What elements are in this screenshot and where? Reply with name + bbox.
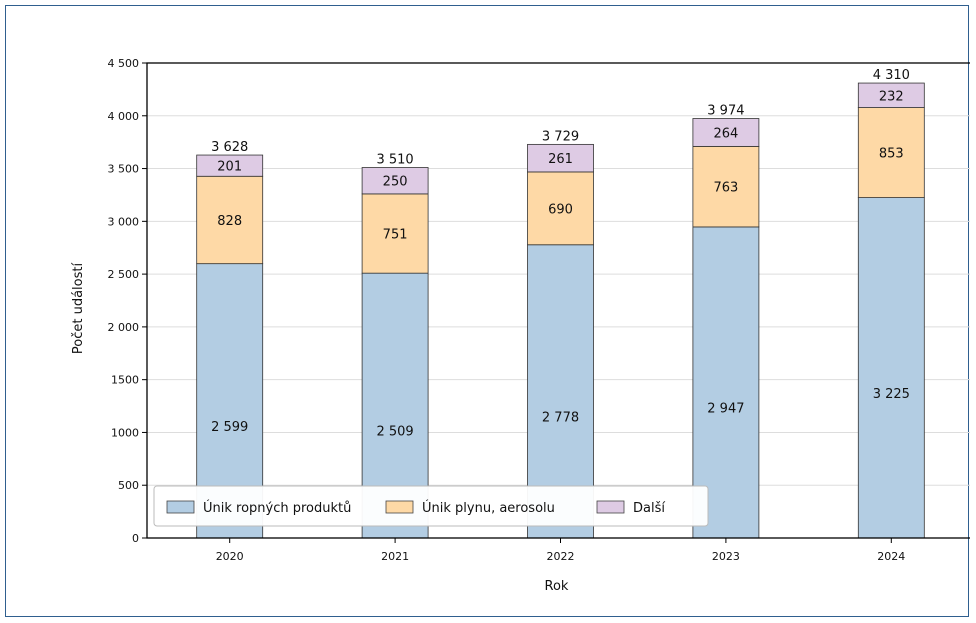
x-tick-label: 2022 [547, 550, 575, 563]
legend-swatch [385, 500, 414, 514]
y-tick-label: 4 000 [108, 110, 140, 123]
data-label: 201 [217, 160, 242, 175]
total-label: 3 974 [707, 104, 744, 119]
data-label: 2 599 [211, 420, 248, 435]
plot-border [146, 62, 970, 539]
data-label: 751 [383, 228, 408, 243]
legend-label: Další [633, 501, 665, 516]
y-tick-label: 2 500 [108, 268, 140, 281]
y-tick-label: 2 000 [108, 321, 140, 334]
data-label: 264 [713, 126, 738, 141]
stacked-bar-chart: 0 500 1000 1500 2 000 2 500 3 000 3 500 4 000 4 5… [71, 57, 970, 594]
y-tick-label: 3 500 [108, 163, 140, 176]
y-tick-label: 1000 [111, 426, 139, 439]
data-label: 690 [548, 202, 573, 217]
bar-segment [196, 154, 264, 177]
data-label: 763 [713, 181, 738, 196]
data-label: 828 [217, 214, 242, 229]
legend-label: Únik ropných produktů [203, 500, 351, 516]
total-label: 3 729 [542, 129, 579, 144]
y-tick-label: 500 [118, 479, 139, 492]
total-label: 3 628 [211, 140, 248, 155]
legend-box [153, 485, 709, 527]
x-tick-label: 2021 [381, 550, 409, 563]
bar-segment [361, 193, 429, 274]
y-tick-label: 0 [132, 532, 139, 545]
x-axis-title: Rok [545, 579, 569, 594]
bar-segment [857, 197, 925, 539]
bar-segment [196, 175, 264, 265]
total-label: 3 510 [376, 153, 413, 168]
bar-segment [857, 107, 925, 198]
chart-frame: 0 500 1000 1500 2 000 2 500 3 000 3 500 4 000 4 5… [5, 5, 970, 617]
data-label: 261 [548, 152, 573, 167]
bar-segment [692, 145, 760, 228]
y-axis-title: Počet událostí [71, 263, 86, 355]
data-label: 250 [383, 175, 408, 190]
data-label: 232 [879, 89, 904, 104]
data-label: 3 225 [873, 387, 910, 402]
legend-label: Únik plynu, aerosolu [422, 500, 555, 516]
data-label: 853 [879, 147, 904, 162]
legend-swatch [166, 500, 195, 514]
y-tick-label: 4 500 [108, 57, 140, 70]
x-tick-label: 2024 [877, 550, 905, 563]
bar-segment [692, 118, 760, 147]
x-tick-label: 2023 [712, 550, 740, 563]
total-label: 4 310 [873, 68, 910, 83]
bar-segment [361, 167, 429, 195]
bar-segment [527, 143, 594, 173]
data-label: 2 778 [542, 410, 579, 425]
bar-segment [527, 171, 594, 246]
x-tick-label: 2020 [216, 550, 244, 563]
y-tick-label: 1500 [111, 374, 139, 387]
legend-swatch [596, 500, 625, 514]
data-label: 2 509 [376, 425, 413, 440]
data-label: 2 947 [707, 401, 744, 416]
bar-segment [857, 82, 925, 108]
y-tick-label: 3 000 [108, 215, 140, 228]
